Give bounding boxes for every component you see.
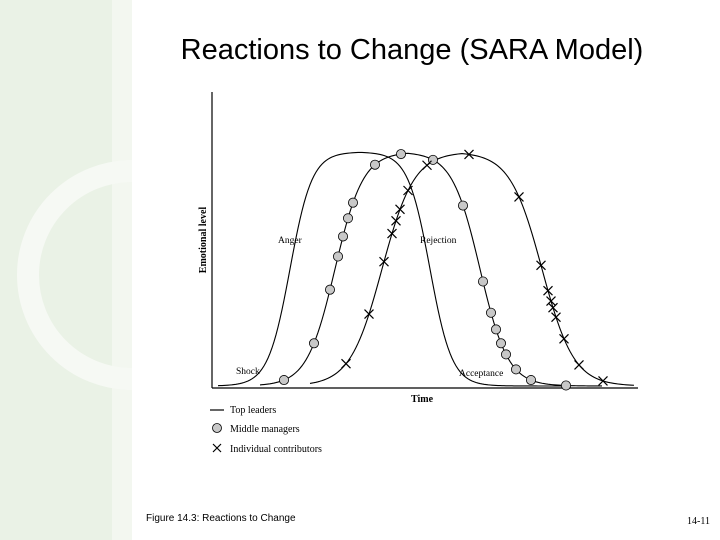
individual-contributor-marker <box>387 228 397 239</box>
individual-contributor-marker <box>379 256 389 267</box>
individual-contributor-marker <box>598 376 608 386</box>
individual-contributor-marker <box>341 358 351 369</box>
middle-manager-marker <box>332 251 343 262</box>
middle-manager-marker <box>347 197 358 208</box>
middle-manager-marker <box>525 375 536 386</box>
figure-caption: Figure 14.3: Reactions to Change <box>146 513 296 524</box>
x-axis-label: Time <box>411 394 434 405</box>
individual-contributor-marker <box>543 285 553 296</box>
middle-manager-marker <box>309 338 320 349</box>
individual-contributor-marker <box>574 359 584 370</box>
middle-manager-marker <box>279 375 290 386</box>
legend-label-middle-managers: Middle managers <box>230 424 300 435</box>
middle-manager-marker <box>485 307 496 318</box>
individual-contributor-marker <box>551 312 561 323</box>
individual-contributor-marker <box>514 191 524 202</box>
middle-manager-marker <box>395 149 406 160</box>
legend-cross-symbol <box>212 443 222 453</box>
legend-circle-symbol <box>212 423 222 433</box>
middle-manager-marker <box>490 324 501 335</box>
individual-contributor-marker <box>364 309 374 320</box>
page-number: 14-11 <box>687 516 710 527</box>
individual-contributor-marker <box>403 185 413 196</box>
y-axis-label: Emotional level <box>198 207 209 274</box>
middle-manager-marker <box>495 338 506 349</box>
legend-label-individual-contributors: Individual contributors <box>230 444 322 455</box>
stage-label-anger: Anger <box>278 236 303 246</box>
middle-manager-marker <box>337 231 348 242</box>
decorative-side-panel <box>0 0 132 540</box>
individual-contributor-marker <box>559 333 569 344</box>
individual-contributor-marker <box>464 149 474 160</box>
slide-title: Reactions to Change (SARA Model) <box>180 34 644 66</box>
middle-manager-marker <box>342 213 353 224</box>
individual-contributor-marker <box>395 204 405 215</box>
stage-label-rejection: Rejection <box>420 236 457 246</box>
legend: Top leaders Middle managers Individual c… <box>210 405 322 455</box>
individual-contributor-marker <box>391 215 401 226</box>
middle-manager-marker <box>510 364 521 375</box>
middle-manager-marker <box>457 200 468 211</box>
individual-contributor-marker <box>546 296 556 306</box>
curve-middle-managers <box>259 152 602 387</box>
individual-contributor-marker <box>422 160 432 171</box>
middle-manager-marker <box>369 159 380 170</box>
middle-manager-marker <box>560 380 571 391</box>
reaction-curves <box>217 151 635 387</box>
individual-contributor-marker <box>548 302 558 313</box>
curve-markers <box>279 149 608 391</box>
middle-manager-marker <box>477 276 488 287</box>
middle-manager-marker <box>324 284 335 295</box>
stage-label-shock: Shock <box>236 367 260 377</box>
stage-label-acceptance: Acceptance <box>459 369 503 379</box>
middle-manager-marker <box>500 349 511 360</box>
individual-contributor-marker <box>536 260 546 271</box>
sara-model-figure: Emotional level Time Shock Anger Rejecti… <box>198 92 638 455</box>
curve-top-leaders <box>217 151 562 387</box>
legend-label-top-leaders: Top leaders <box>230 405 276 416</box>
